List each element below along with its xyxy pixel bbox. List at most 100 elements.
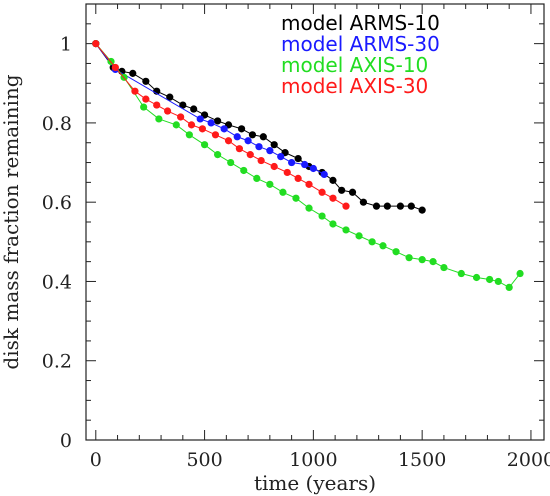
data-point	[248, 131, 257, 139]
data-point	[379, 242, 387, 250]
x-tick-label: 500	[186, 449, 222, 471]
y-axis-label: disk mass fraction remaining	[0, 74, 23, 369]
data-point	[227, 158, 235, 167]
data-point	[292, 194, 300, 202]
data-point	[372, 202, 381, 210]
axis-ticks: 0 500 1000 1500 2000 0 0.2 0.4 0.6 0.8 1	[42, 4, 550, 471]
y-tick-label: 0.4	[42, 271, 72, 293]
data-point	[320, 170, 328, 179]
data-point	[172, 121, 180, 129]
series-group	[92, 40, 524, 291]
data-point	[179, 101, 187, 109]
data-point	[486, 275, 494, 284]
data-point	[440, 263, 448, 272]
data-point	[211, 131, 220, 139]
data-point	[294, 154, 302, 163]
data-point	[177, 113, 185, 121]
data-point	[270, 141, 278, 149]
data-point	[153, 101, 161, 109]
y-tick-label: 0.2	[42, 351, 72, 373]
data-point	[407, 202, 415, 210]
data-point	[294, 174, 302, 182]
data-point	[270, 162, 278, 171]
data-point	[266, 180, 274, 188]
data-point	[309, 164, 317, 173]
data-point	[131, 87, 139, 95]
x-axis-label: time (years)	[254, 471, 376, 495]
data-point	[259, 133, 267, 141]
data-point	[142, 95, 150, 103]
legend-entry: model ARMS-10	[281, 11, 440, 35]
data-point	[342, 226, 350, 234]
data-point	[318, 212, 326, 220]
data-point	[214, 117, 222, 125]
data-point	[266, 147, 274, 155]
legend-entry: model ARMS-30	[281, 32, 440, 56]
data-point	[237, 125, 246, 133]
data-point	[163, 107, 172, 115]
series-group	[92, 40, 426, 214]
series-group	[92, 40, 328, 179]
y-tick-label: 1	[60, 34, 72, 56]
data-point	[318, 188, 326, 196]
data-point	[255, 143, 263, 151]
data-point	[418, 256, 426, 264]
data-point	[305, 180, 313, 188]
data-point	[288, 158, 296, 167]
data-point	[392, 248, 400, 256]
data-point	[185, 131, 193, 139]
data-point	[279, 188, 287, 196]
data-point	[190, 105, 198, 113]
data-point	[207, 119, 215, 127]
data-point	[140, 103, 148, 111]
data-point	[283, 168, 291, 177]
data-point	[244, 137, 252, 145]
data-point	[383, 202, 391, 210]
data-point	[224, 137, 233, 145]
x-tick-label: 1000	[289, 449, 337, 471]
data-point	[198, 125, 207, 133]
data-point	[355, 232, 363, 240]
data-point	[253, 174, 261, 182]
data-point	[257, 156, 265, 165]
legend-entry: model AXIS-10	[281, 53, 428, 77]
data-point	[329, 194, 337, 202]
data-point	[92, 40, 100, 48]
data-point	[368, 238, 376, 246]
data-point	[187, 121, 196, 129]
data-point	[166, 93, 174, 101]
data-point	[429, 258, 437, 266]
data-point	[220, 125, 228, 133]
x-tick-label: 2000	[507, 449, 550, 471]
data-point	[505, 283, 513, 291]
series-layer	[92, 40, 524, 291]
data-point	[472, 273, 481, 282]
legend-entry: model AXIS-30	[281, 74, 428, 98]
data-point	[329, 220, 337, 228]
data-point	[396, 202, 404, 210]
data-point	[305, 204, 313, 212]
data-point	[329, 176, 337, 184]
data-point	[405, 254, 413, 262]
data-point	[111, 63, 119, 72]
series-group	[92, 40, 350, 210]
data-point	[348, 188, 357, 196]
data-point	[235, 145, 243, 153]
data-point	[338, 186, 346, 194]
data-point	[142, 77, 150, 85]
y-tick-label: 0	[60, 430, 72, 452]
data-point	[277, 153, 285, 161]
data-point	[246, 151, 254, 159]
data-point	[200, 141, 209, 149]
data-point	[359, 198, 368, 206]
data-point	[301, 160, 309, 169]
data-point	[196, 115, 204, 123]
y-tick-label: 0.6	[42, 192, 72, 214]
data-point	[129, 69, 137, 77]
x-tick-label: 1500	[398, 449, 446, 471]
data-point	[494, 277, 502, 286]
data-point	[240, 166, 248, 175]
x-tick-label: 0	[90, 449, 102, 471]
